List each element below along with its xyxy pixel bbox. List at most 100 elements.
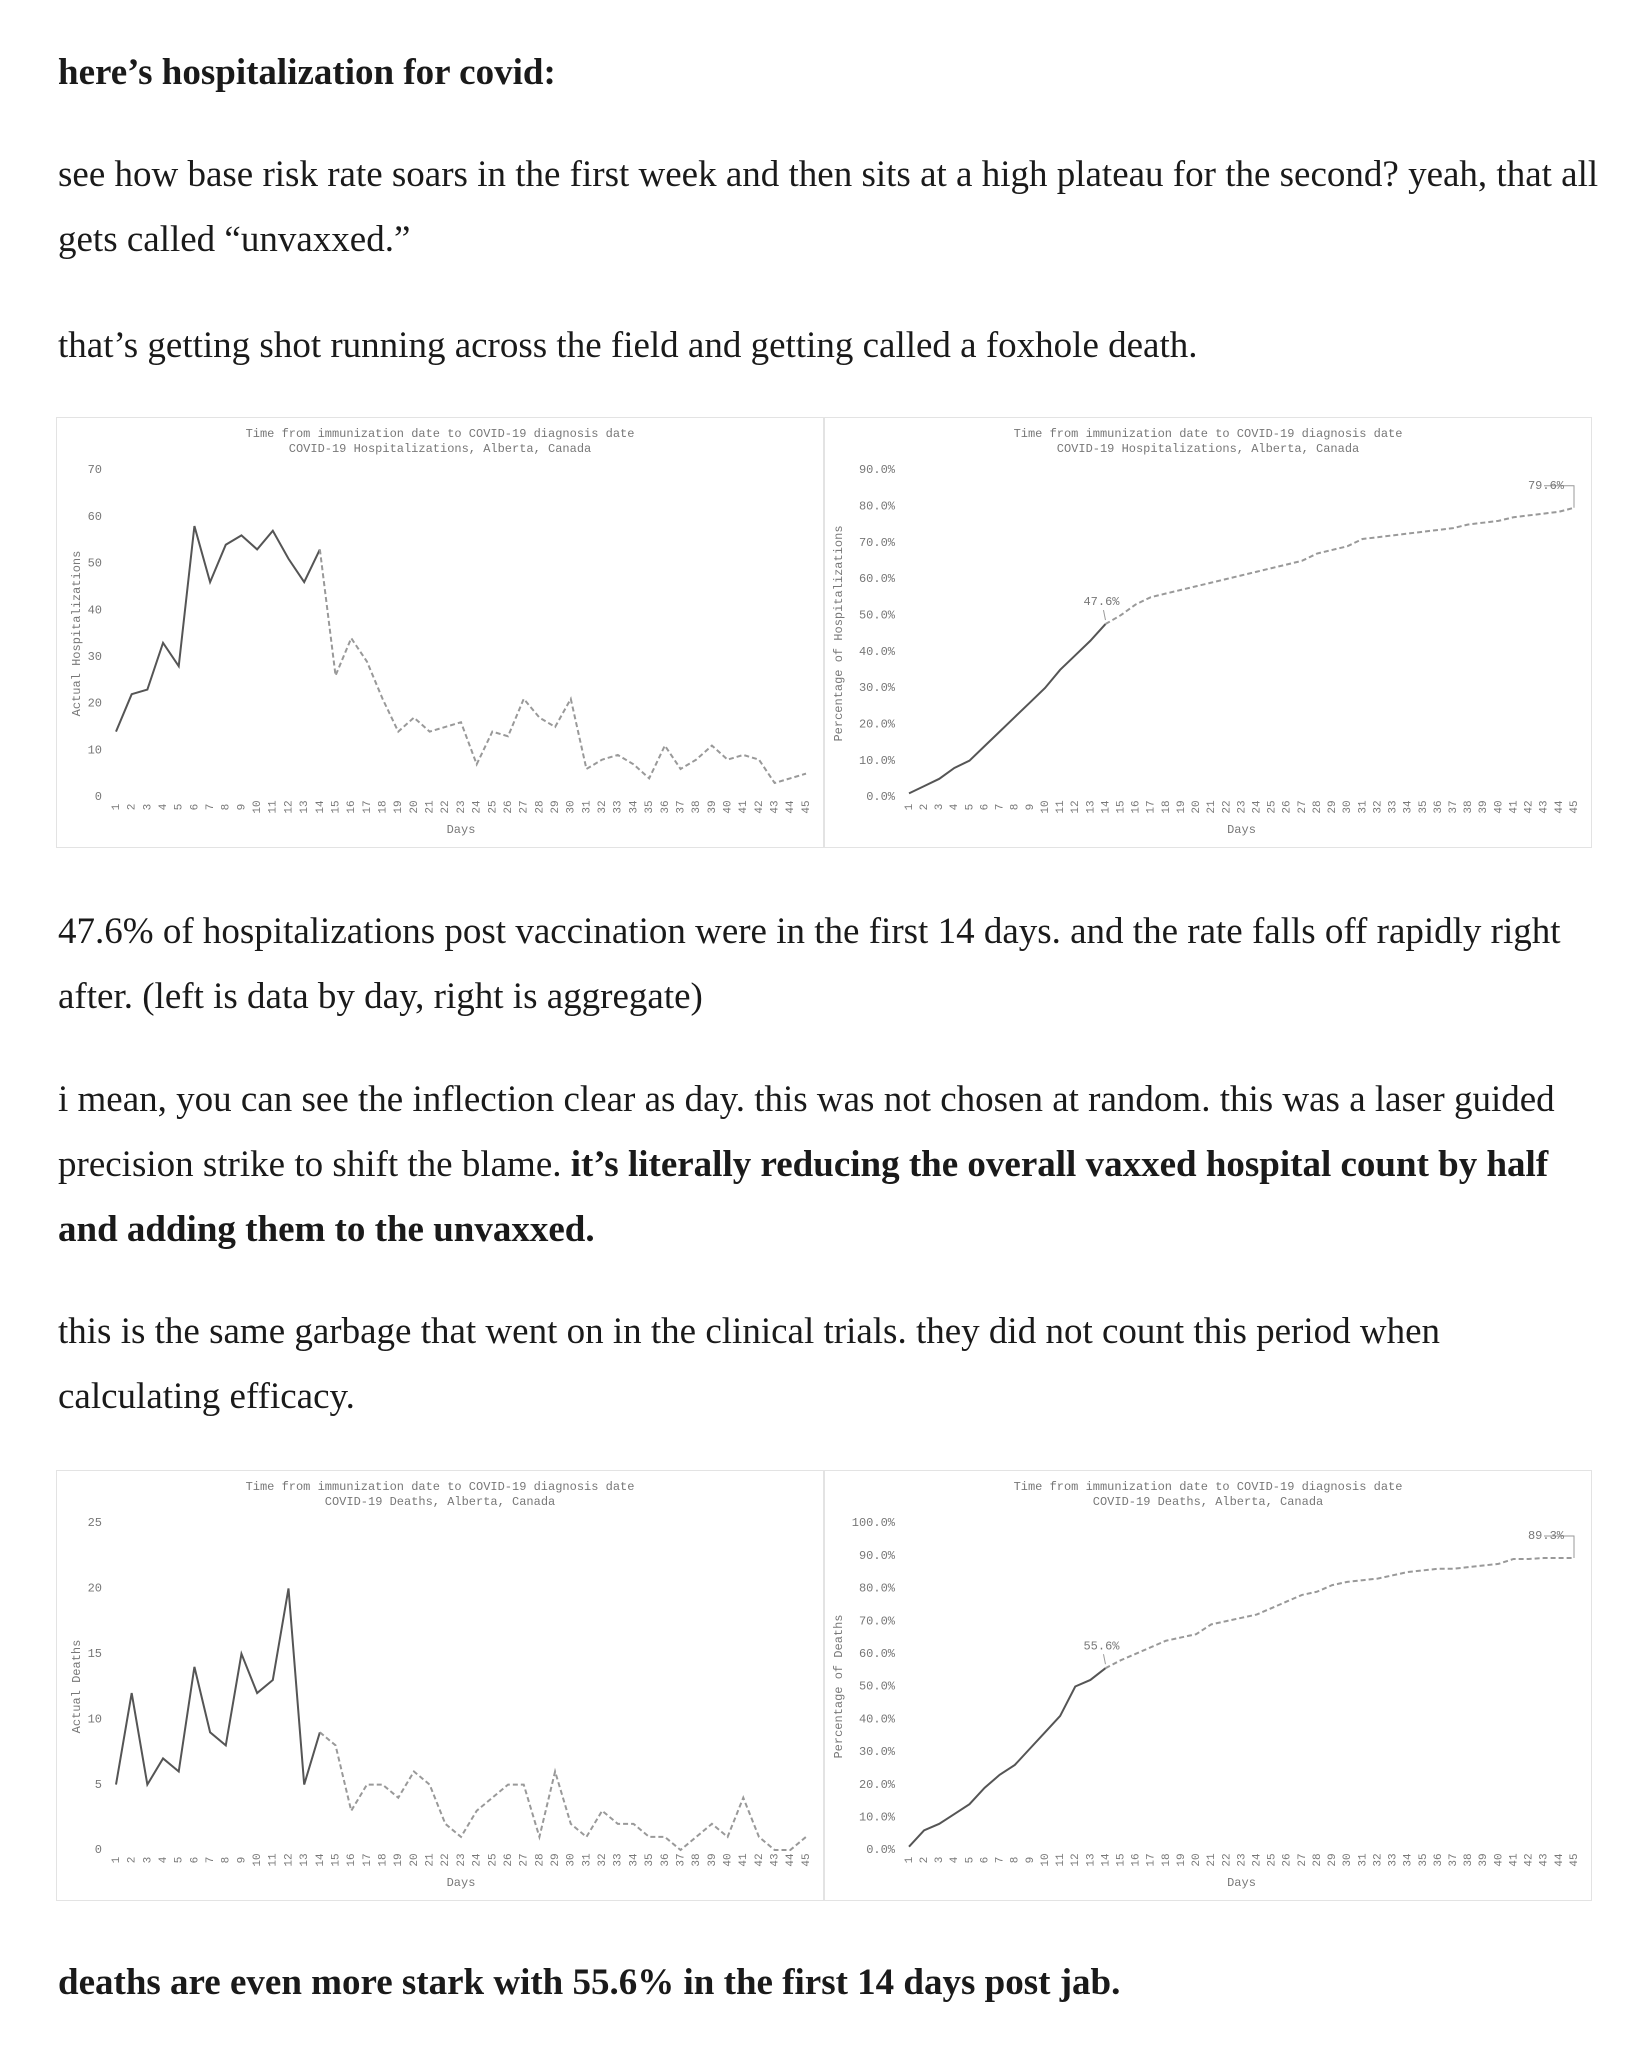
x-tick-label: 22 bbox=[1221, 1853, 1233, 1866]
x-tick-label: 33 bbox=[613, 1853, 625, 1866]
x-tick-label: 19 bbox=[393, 800, 405, 813]
y-tick-label: 40.0% bbox=[859, 1712, 896, 1726]
x-tick-label: 30 bbox=[566, 800, 578, 813]
x-tick-label: 10 bbox=[252, 1853, 264, 1866]
y-tick-label: 15 bbox=[88, 1647, 102, 1661]
x-tick-label: 19 bbox=[1176, 800, 1188, 813]
x-tick-label: 23 bbox=[1236, 1853, 1248, 1866]
line-solid bbox=[908, 1667, 1107, 1848]
y-tick-label: 0 bbox=[95, 1843, 102, 1857]
x-tick-label: 2 bbox=[127, 1857, 139, 1864]
x-tick-label: 27 bbox=[519, 1853, 531, 1866]
x-tick-label: 41 bbox=[1508, 1853, 1520, 1867]
x-tick-label: 7 bbox=[995, 1857, 1007, 1864]
y-tick-label: 0 bbox=[95, 790, 102, 804]
data-label: 47.6% bbox=[1083, 595, 1120, 609]
plot bbox=[115, 525, 807, 785]
paragraph: see how base risk rate soars in the firs… bbox=[58, 142, 1606, 272]
x-tick-label: 36 bbox=[660, 800, 672, 813]
x-tick-label: 28 bbox=[534, 800, 546, 813]
data-label: 79.6% bbox=[1528, 479, 1565, 493]
chart-subtitle: COVID-19 Deaths, Alberta, Canada bbox=[325, 1495, 555, 1509]
x-tick-label: 26 bbox=[1282, 800, 1294, 813]
chart-subtitle: COVID-19 Hospitalizations, Alberta, Cana… bbox=[1057, 442, 1359, 456]
x-tick-label: 23 bbox=[456, 800, 468, 813]
chart: Time from immunization date to COVID-19 … bbox=[832, 427, 1581, 837]
x-tick-label: 30 bbox=[1342, 1853, 1354, 1866]
x-tick-label: 38 bbox=[691, 1853, 703, 1866]
x-axis-label: Days bbox=[447, 823, 476, 837]
x-tick-label: 15 bbox=[330, 800, 342, 813]
x-tick-label: 36 bbox=[1433, 800, 1445, 813]
x-tick-label: 39 bbox=[707, 800, 719, 813]
x-tick-label: 31 bbox=[1357, 800, 1369, 814]
x-tick-label: 14 bbox=[315, 800, 327, 814]
x-tick-label: 44 bbox=[785, 1853, 797, 1867]
x-tick-label: 29 bbox=[550, 800, 562, 813]
x-tick-label: 17 bbox=[1146, 1853, 1158, 1866]
y-tick-label: 5 bbox=[95, 1778, 102, 1792]
x-tick-label: 13 bbox=[1085, 800, 1097, 813]
x-tick-label: 10 bbox=[1040, 800, 1052, 813]
x-tick-label: 14 bbox=[1100, 1853, 1112, 1867]
x-tick-label: 9 bbox=[236, 1857, 248, 1864]
y-tick-label: 80.0% bbox=[859, 1582, 896, 1596]
y-tick-label: 20 bbox=[88, 697, 102, 711]
x-tick-label: 24 bbox=[472, 800, 484, 814]
x-tick-label: 24 bbox=[1252, 1853, 1264, 1867]
x-tick-label: 20 bbox=[409, 1853, 421, 1866]
x-tick-label: 36 bbox=[660, 1853, 672, 1866]
x-tick-label: 14 bbox=[315, 1853, 327, 1867]
y-tick-label: 60 bbox=[88, 510, 102, 524]
y-tick-label: 70.0% bbox=[859, 536, 896, 550]
y-tick-label: 20 bbox=[88, 1582, 102, 1596]
x-tick-label: 1 bbox=[904, 1856, 916, 1863]
x-tick-label: 30 bbox=[566, 1853, 578, 1866]
y-tick-label: 25 bbox=[88, 1516, 102, 1530]
bold-text: deaths are even more stark with 55.6% in… bbox=[58, 1962, 1121, 2003]
x-tick-label: 15 bbox=[1115, 800, 1127, 813]
paragraph: 47.6% of hospitalizations post vaccinati… bbox=[58, 899, 1606, 1029]
x-tick-label: 3 bbox=[934, 804, 946, 811]
y-tick-label: 80.0% bbox=[859, 500, 896, 514]
x-tick-label: 14 bbox=[1100, 800, 1112, 814]
y-axis-label: Actual Deaths bbox=[70, 1640, 84, 1734]
x-tick-label: 16 bbox=[346, 1853, 358, 1866]
x-tick-label: 11 bbox=[268, 800, 280, 814]
x-tick-label: 35 bbox=[644, 800, 656, 813]
x-tick-label: 38 bbox=[1463, 800, 1475, 813]
x-tick-label: 18 bbox=[1161, 800, 1173, 813]
x-tick-label: 43 bbox=[770, 800, 782, 813]
x-tick-label: 21 bbox=[1206, 1853, 1218, 1867]
x-tick-label: 26 bbox=[503, 1853, 515, 1866]
y-tick-label: 90.0% bbox=[859, 463, 896, 477]
x-tick-label: 27 bbox=[1297, 800, 1309, 813]
x-tick-label: 40 bbox=[1493, 800, 1505, 813]
x-tick-label: 40 bbox=[722, 800, 734, 813]
bold-text: it’s literally reducing the overall vaxx… bbox=[58, 1144, 1549, 1250]
x-tick-label: 17 bbox=[362, 1853, 374, 1866]
x-tick-label: 16 bbox=[346, 800, 358, 813]
x-tick-label: 21 bbox=[1206, 800, 1218, 814]
y-tick-label: 40.0% bbox=[859, 645, 896, 659]
line-solid bbox=[115, 525, 321, 732]
x-tick-label: 42 bbox=[1524, 1853, 1536, 1866]
x-tick-label: 41 bbox=[738, 1853, 750, 1867]
x-tick-label: 29 bbox=[1327, 800, 1339, 813]
chart-panel: Time from immunization date to COVID-19 … bbox=[56, 1470, 824, 1901]
text: that’s getting shot running across the f… bbox=[58, 325, 1198, 366]
x-tick-label: 35 bbox=[1418, 1853, 1430, 1866]
x-tick-label: 22 bbox=[440, 800, 452, 813]
x-tick-label: 27 bbox=[519, 800, 531, 813]
x-tick-label: 23 bbox=[1236, 800, 1248, 813]
x-tick-label: 7 bbox=[995, 804, 1007, 811]
x-tick-label: 26 bbox=[503, 800, 515, 813]
text: i mean, you can see the inflection clear… bbox=[58, 1079, 1555, 1185]
x-tick-label: 8 bbox=[1010, 804, 1022, 811]
x-axis-label: Days bbox=[447, 1876, 476, 1890]
chart-panel: Time from immunization date to COVID-19 … bbox=[56, 417, 824, 848]
x-tick-label: 35 bbox=[644, 1853, 656, 1866]
y-tick-label: 20.0% bbox=[859, 718, 896, 732]
x-tick-label: 24 bbox=[1252, 800, 1264, 814]
